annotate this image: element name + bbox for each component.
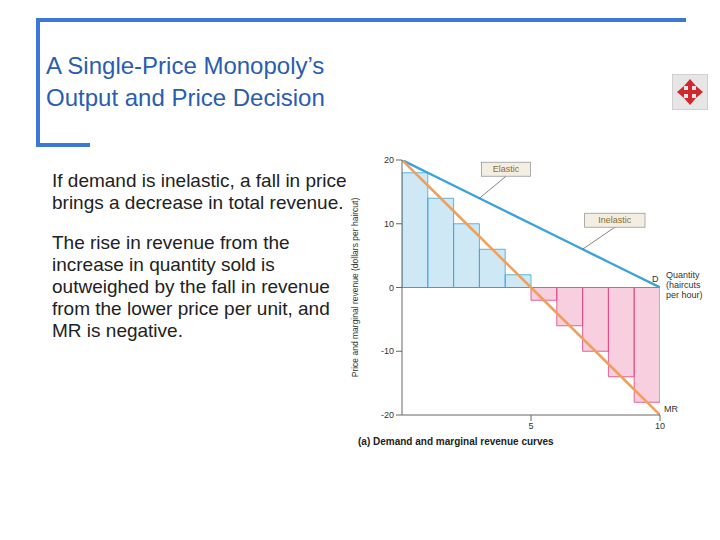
svg-text:-20: -20 <box>381 410 394 420</box>
svg-text:Quantity(haircutsper hour): Quantity(haircutsper hour) <box>666 270 703 300</box>
svg-text:Elastic: Elastic <box>493 164 520 174</box>
svg-text:MR: MR <box>664 404 678 414</box>
svg-text:10: 10 <box>384 219 394 229</box>
svg-text:0: 0 <box>389 283 394 293</box>
html-text:(a) Demand and marginal revenu: (a) Demand and marginal revenue curves <box>358 436 554 447</box>
svg-text:Price and marginal revenue (do: Price and marginal revenue (dollars per … <box>350 198 360 378</box>
svg-text:-10: -10 <box>381 346 394 356</box>
html-text:If demand is inelastic, a fall: If demand is inelastic, a fall in price … <box>52 170 347 213</box>
svg-text:5: 5 <box>528 421 533 431</box>
html-text:A Single-Price Monopoly’s Outp: A Single-Price Monopoly’s Output and Pri… <box>46 52 325 111</box>
svg-text:D: D <box>652 274 659 284</box>
svg-text:Inelastic: Inelastic <box>598 215 632 225</box>
html-text:The rise in revenue from the i: The rise in revenue from the increase in… <box>52 232 330 341</box>
svg-text:10: 10 <box>655 421 665 431</box>
svg-text:20: 20 <box>384 155 394 165</box>
